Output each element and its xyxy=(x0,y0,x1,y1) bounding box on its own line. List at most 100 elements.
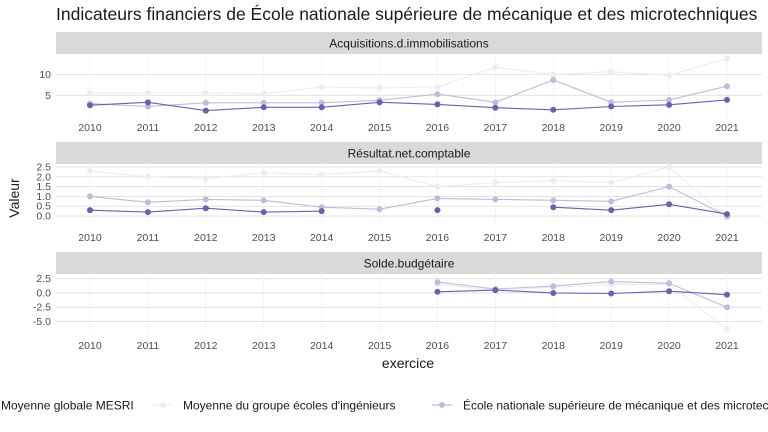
data-point xyxy=(666,183,673,190)
data-point xyxy=(492,287,499,294)
data-point xyxy=(666,96,673,103)
data-point xyxy=(376,206,383,213)
data-point xyxy=(376,167,383,174)
data-point xyxy=(144,89,151,96)
x-tick-label: 2018 xyxy=(542,122,566,134)
data-point xyxy=(608,68,615,75)
y-tick-label: 2.5 xyxy=(36,273,51,285)
data-point xyxy=(434,91,441,98)
x-tick-label: 2017 xyxy=(484,122,508,134)
facet-strip-label: Solde.budgétaire xyxy=(364,257,455,271)
legend-label: Moyenne du groupe écoles d'ingénieurs xyxy=(183,399,395,413)
legend-key-point xyxy=(160,402,166,408)
legend-label: École nationale supérieure de mécanique … xyxy=(463,398,768,413)
data-point xyxy=(144,199,151,206)
facet-strip-label: Résultat.net.comptable xyxy=(348,147,471,161)
series-segment xyxy=(89,79,728,108)
x-tick-label: 2014 xyxy=(310,340,334,352)
legend-item xyxy=(432,402,452,408)
data-point xyxy=(144,99,151,106)
series-line xyxy=(434,281,730,332)
data-point xyxy=(87,167,93,174)
data-point xyxy=(550,177,557,184)
x-tick-label: 2017 xyxy=(484,232,508,244)
x-tick-label: 2015 xyxy=(368,122,392,134)
y-tick-label: 0.0 xyxy=(36,211,51,223)
x-tick-label: 2021 xyxy=(715,232,739,244)
data-point xyxy=(608,179,615,186)
series-segment xyxy=(437,281,728,308)
x-tick-label: 2020 xyxy=(657,232,681,244)
data-point xyxy=(608,103,615,110)
data-point xyxy=(492,179,499,186)
data-point xyxy=(608,278,615,285)
data-point xyxy=(550,204,557,211)
x-tick-label: 2014 xyxy=(310,232,334,244)
data-point xyxy=(434,101,441,108)
series-segment xyxy=(437,289,728,296)
data-point xyxy=(260,99,267,106)
x-tick-label: 2017 xyxy=(484,340,508,352)
series-segment xyxy=(89,186,728,217)
legend-item xyxy=(153,402,173,408)
data-point xyxy=(202,196,209,203)
data-point xyxy=(724,211,730,218)
data-point xyxy=(666,288,673,295)
legend-label: Moyenne globale MESRI xyxy=(1,399,134,413)
data-point xyxy=(492,64,499,71)
data-point xyxy=(666,72,673,79)
data-point xyxy=(666,101,673,108)
data-point xyxy=(376,99,383,106)
data-point xyxy=(608,207,615,214)
data-point xyxy=(202,205,209,212)
data-point xyxy=(202,89,209,96)
y-tick-label: 1.0 xyxy=(36,191,51,203)
data-point xyxy=(666,201,673,208)
y-tick-label: 2.5 xyxy=(36,161,51,173)
series-segment xyxy=(553,203,728,215)
facet-strip-label: Acquisitions.d.immobilisations xyxy=(329,37,488,51)
y-tick-label: 2.0 xyxy=(36,171,51,183)
data-point xyxy=(434,183,441,190)
x-tick-label: 2016 xyxy=(426,340,450,352)
series-line xyxy=(87,183,730,220)
data-point xyxy=(666,163,673,170)
facet-strip xyxy=(56,32,762,54)
data-point xyxy=(550,106,557,113)
x-tick-label: 2016 xyxy=(426,122,450,134)
data-point xyxy=(318,99,325,106)
data-point xyxy=(87,207,93,214)
data-point xyxy=(724,96,730,103)
data-point xyxy=(318,84,325,91)
data-point xyxy=(260,169,267,176)
x-tick-label: 2021 xyxy=(715,122,739,134)
x-tick-label: 2014 xyxy=(310,122,334,134)
legend-key-point xyxy=(439,402,445,408)
y-tick-label: 10 xyxy=(39,69,51,81)
data-point xyxy=(550,289,557,296)
x-tick-label: 2021 xyxy=(715,340,739,352)
legend: Moyenne globale MESRI Moyenne du groupe é… xyxy=(1,398,768,413)
x-tick-label: 2011 xyxy=(137,232,160,244)
x-tick-label: 2018 xyxy=(542,340,566,352)
data-point xyxy=(492,196,499,203)
x-tick-label: 2012 xyxy=(194,122,218,134)
data-point xyxy=(608,99,615,106)
x-tick-label: 2010 xyxy=(78,232,102,244)
data-point xyxy=(260,209,267,216)
x-tick-label: 2016 xyxy=(426,232,450,244)
x-tick-label: 2012 xyxy=(194,340,218,352)
series-line xyxy=(434,287,730,298)
data-point xyxy=(260,90,267,97)
series-line xyxy=(87,163,730,222)
x-tick-label: 2013 xyxy=(252,340,276,352)
data-point xyxy=(376,84,383,91)
data-point xyxy=(724,325,730,332)
data-point xyxy=(724,304,730,311)
data-point xyxy=(550,77,557,83)
x-tick-label: 2013 xyxy=(252,122,276,134)
facet-strip xyxy=(56,142,762,164)
data-point xyxy=(318,104,325,111)
x-tick-label: 2020 xyxy=(657,340,681,352)
data-point xyxy=(492,104,499,111)
